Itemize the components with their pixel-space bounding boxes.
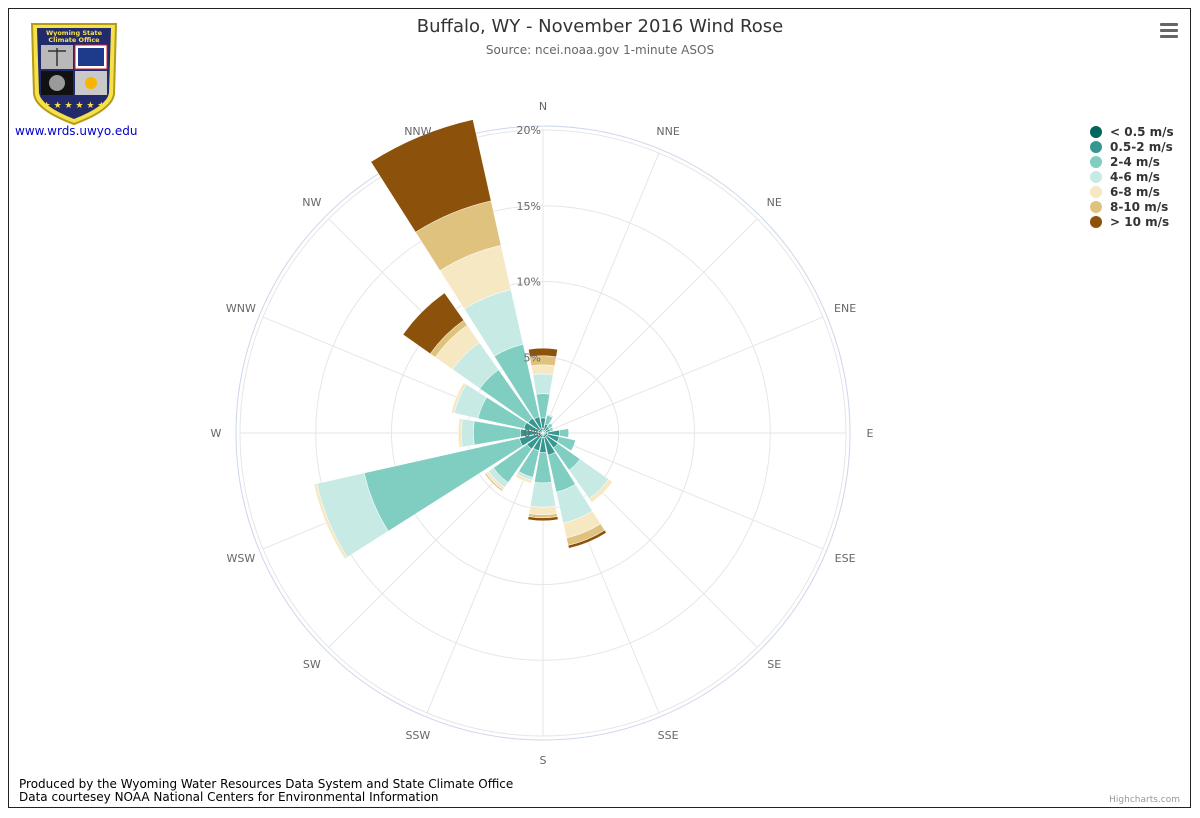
legend: < 0.5 m/s 0.5-2 m/s 2-4 m/s 4-6 m/s 6-8 m/s 8… — [1088, 124, 1174, 229]
radial-tick-label: 0% — [524, 427, 541, 440]
weathervane-icon — [48, 48, 66, 66]
menu-button[interactable] — [1158, 20, 1180, 40]
direction-label-ssw: SSW — [405, 729, 430, 742]
direction-label-wsw: WSW — [227, 552, 256, 565]
grid-spoke — [542, 152, 660, 434]
sun-icon — [85, 77, 97, 89]
legend-label: 6-8 m/s — [1110, 184, 1160, 199]
legend-swatch — [1090, 140, 1102, 153]
direction-label-wnw: WNW — [226, 302, 256, 315]
legend-swatch — [1090, 185, 1102, 198]
direction-label-w: W — [211, 427, 222, 440]
bar-ene-s2[interactable] — [549, 426, 554, 432]
chart-title: Buffalo, WY - November 2016 Wind Rose — [416, 16, 784, 37]
direction-label-se: SE — [767, 658, 781, 671]
bar-wnw-s4[interactable] — [451, 382, 467, 414]
bar-ssw-s4[interactable] — [515, 473, 533, 484]
grid-spoke — [542, 316, 824, 434]
bar-sw-s5[interactable] — [484, 472, 504, 492]
direction-label-ene: ENE — [834, 302, 856, 315]
bar-ne-s2[interactable] — [547, 422, 554, 429]
legend-swatch — [1090, 170, 1102, 183]
direction-label-n: N — [539, 100, 547, 113]
bar-e-s2[interactable] — [559, 428, 570, 438]
legend-swatch — [1090, 155, 1102, 168]
bar-se-s4[interactable] — [588, 478, 613, 503]
direction-label-s: S — [540, 754, 547, 767]
radial-tick-label: 10% — [517, 276, 541, 289]
legend-item-0[interactable]: < 0.5 m/s — [1088, 124, 1174, 139]
bar-n-s3[interactable] — [532, 373, 554, 395]
legend-item-6[interactable]: > 10 m/s — [1088, 214, 1174, 229]
credit-line-2: Data courtesey NOAA National Centers for… — [19, 790, 439, 804]
grid-spoke — [542, 432, 824, 550]
bar-nne-s3[interactable] — [546, 413, 554, 418]
site-link[interactable]: www.wrds.uwyo.edu — [15, 124, 138, 138]
direction-label-e: E — [867, 427, 874, 440]
radial-tick-label: 20% — [517, 124, 541, 137]
legend-item-1[interactable]: 0.5-2 m/s — [1088, 139, 1174, 154]
radial-tick-label: 5% — [524, 351, 541, 364]
chart-frame — [8, 8, 1191, 808]
legend-label: > 10 m/s — [1110, 214, 1170, 229]
bar-wsw-s4[interactable] — [313, 483, 348, 560]
logo-text-2: Climate Office — [48, 36, 100, 44]
legend-swatch — [1090, 125, 1102, 138]
moon-icon — [49, 75, 65, 91]
bar-nnw-s6[interactable] — [370, 119, 492, 233]
bar-s-s6[interactable] — [527, 516, 559, 522]
bar-n-s6[interactable] — [528, 347, 558, 358]
bar-sse-s6[interactable] — [567, 529, 607, 549]
radial-tick-label: 15% — [517, 200, 541, 213]
legend-label: 4-6 m/s — [1110, 169, 1160, 184]
bar-w-s4[interactable] — [457, 418, 463, 448]
legend-item-3[interactable]: 4-6 m/s — [1088, 169, 1174, 184]
direction-label-nw: NW — [302, 196, 321, 209]
hamburger-menu-line — [1160, 35, 1178, 38]
legend-label: 0.5-2 m/s — [1110, 139, 1173, 154]
direction-label-sse: SSE — [658, 729, 679, 742]
chart-subtitle: Source: ncei.noaa.gov 1-minute ASOS — [485, 43, 715, 57]
highcharts-credit[interactable]: Highcharts.com — [1109, 795, 1180, 805]
legend-item-2[interactable]: 2-4 m/s — [1088, 154, 1174, 169]
credit-line-1: Produced by the Wyoming Water Resources … — [19, 777, 514, 791]
legend-label: < 0.5 m/s — [1110, 124, 1174, 139]
hamburger-menu-line — [1160, 29, 1178, 32]
bar-ese-s2[interactable] — [556, 436, 576, 452]
bar-nw-s6[interactable] — [402, 292, 465, 355]
bar-s-s3[interactable] — [529, 481, 557, 508]
logo-text-1: Wyoming State — [46, 29, 103, 37]
legend-item-5[interactable]: 8-10 m/s — [1088, 199, 1174, 214]
legend-item-4[interactable]: 6-8 m/s — [1088, 184, 1174, 199]
direction-label-nne: NNE — [656, 125, 679, 138]
direction-label-sw: SW — [303, 658, 321, 671]
legend-swatch — [1090, 200, 1102, 213]
axis-labels: N NNE NE ENE E ESE SE SSE S SSW SW WSW W WNW NW NNW 0% 5%… — [211, 100, 874, 767]
outer-ring — [235, 125, 851, 741]
direction-label-nnw: NNW — [404, 125, 431, 138]
hamburger-menu-icon — [1160, 23, 1178, 26]
legend-swatch — [1090, 215, 1102, 228]
grid-spoke — [542, 218, 758, 434]
bar-s-s4[interactable] — [528, 505, 558, 516]
climate-office-logo: Wyoming State Climate Office ★ ★ ★ ★ ★ ★ — [30, 23, 118, 126]
wind-bars — [313, 119, 613, 560]
legend-label: 8-10 m/s — [1110, 199, 1169, 214]
direction-label-ne: NE — [767, 196, 782, 209]
direction-label-ese: ESE — [835, 552, 856, 565]
legend-label: 2-4 m/s — [1110, 154, 1160, 169]
svg-text:★ ★ ★ ★ ★ ★: ★ ★ ★ ★ ★ ★ — [43, 101, 106, 111]
bar-n-s4[interactable] — [530, 364, 556, 376]
bar-w-s3[interactable] — [460, 418, 475, 448]
